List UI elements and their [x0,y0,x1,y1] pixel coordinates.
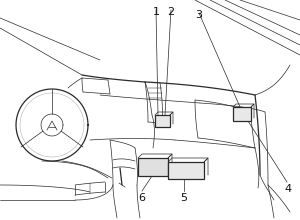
Bar [233,107,251,121]
Text: 5: 5 [181,193,188,203]
Text: 1: 1 [152,7,160,17]
Text: 2: 2 [167,7,175,17]
Bar [138,158,168,176]
Bar [155,115,170,127]
Text: 6: 6 [139,193,145,203]
Text: 4: 4 [284,184,292,194]
Text: 3: 3 [196,10,202,20]
Bar [168,162,204,179]
